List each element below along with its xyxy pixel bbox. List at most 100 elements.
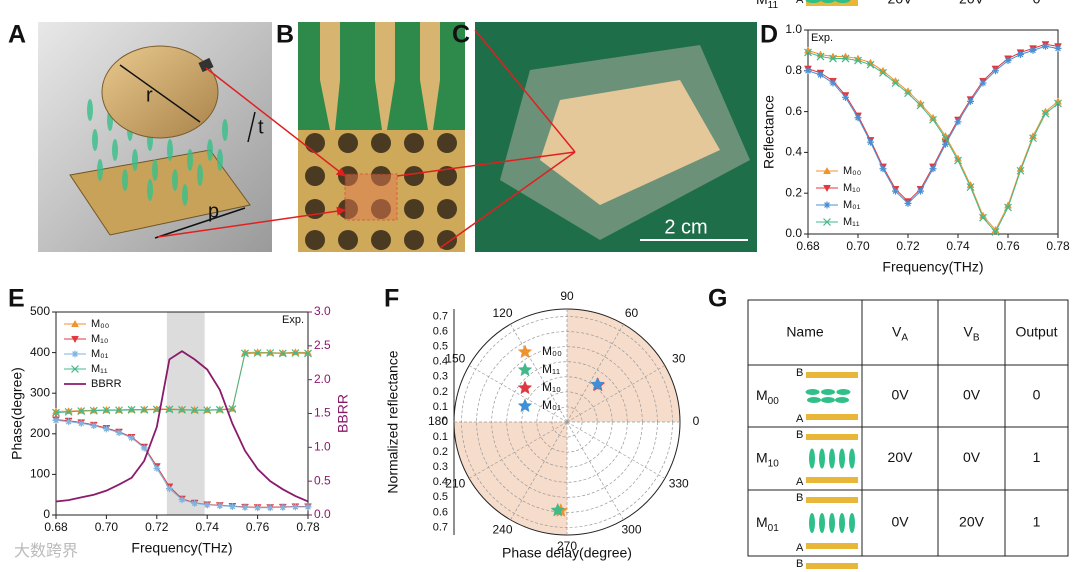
y-tick-label: 300 bbox=[30, 385, 50, 399]
marker bbox=[241, 349, 249, 358]
x-tick-label: 0.78 bbox=[296, 520, 320, 534]
marker bbox=[1004, 203, 1012, 212]
cell-text: 1 bbox=[1033, 514, 1041, 530]
shaded-sector bbox=[567, 309, 680, 422]
marker bbox=[916, 101, 925, 110]
marker bbox=[929, 165, 937, 173]
theta-grid bbox=[510, 323, 568, 423]
series-line bbox=[807, 43, 1059, 203]
cell-text: M11 bbox=[756, 0, 778, 11]
marker bbox=[1029, 134, 1037, 143]
x-tick-label: 0.72 bbox=[145, 520, 169, 534]
photo-label: p bbox=[208, 200, 219, 222]
electrode-label: B bbox=[796, 367, 803, 379]
x-axis-title: Frequency(THz) bbox=[882, 259, 983, 275]
r-axis-title: Normalized reflectance bbox=[385, 350, 401, 493]
marker bbox=[979, 213, 987, 222]
electrode bbox=[806, 543, 858, 549]
marker bbox=[904, 199, 912, 207]
marker bbox=[816, 52, 825, 61]
panel-label: C bbox=[452, 21, 470, 49]
photo-c: 2 cm bbox=[475, 22, 757, 252]
shaded-region bbox=[166, 312, 205, 515]
y-tick-label: 500 bbox=[30, 304, 50, 318]
marker bbox=[278, 349, 287, 358]
lc-molecule bbox=[809, 513, 815, 533]
marker bbox=[1016, 166, 1025, 175]
marker bbox=[203, 406, 212, 415]
marker bbox=[854, 114, 862, 122]
marker bbox=[954, 118, 962, 126]
marker bbox=[191, 499, 199, 507]
cell-text: M10 bbox=[756, 449, 779, 469]
legend-label: M₀₀ bbox=[542, 344, 562, 358]
cell-text: 0V bbox=[963, 387, 981, 403]
electrode bbox=[806, 563, 858, 569]
marker bbox=[1054, 99, 1062, 108]
marker bbox=[228, 502, 236, 510]
watermark: 大数跨界 bbox=[14, 542, 78, 560]
y-tick-label: 400 bbox=[30, 345, 50, 359]
photo-label: t bbox=[258, 116, 264, 138]
legend-marker bbox=[71, 319, 79, 328]
cell-text: 0 bbox=[1033, 0, 1041, 7]
marker bbox=[165, 405, 174, 414]
marker bbox=[854, 56, 862, 65]
y-axis-title: Reflectance bbox=[761, 95, 777, 169]
table-frame bbox=[747, 299, 1069, 557]
marker bbox=[254, 504, 262, 512]
r-tick-label: 0.7 bbox=[433, 521, 448, 533]
arrows bbox=[157, 29, 576, 249]
x-tick-label: 0.68 bbox=[796, 239, 820, 253]
legend-marker bbox=[823, 166, 831, 175]
marker bbox=[829, 54, 837, 63]
x-tick-label: 0.76 bbox=[996, 239, 1020, 253]
lc-molecule bbox=[819, 513, 825, 533]
marker bbox=[253, 349, 262, 357]
y-tick-label: 0.8 bbox=[785, 63, 802, 77]
marker bbox=[77, 419, 85, 427]
cell-text-sub: A bbox=[901, 333, 908, 344]
cell-text-sub: 00 bbox=[768, 396, 780, 407]
marker bbox=[966, 183, 975, 192]
panel-label: E bbox=[8, 285, 25, 313]
marker bbox=[140, 405, 149, 414]
y-axis-title: Phase(degree) bbox=[9, 367, 25, 460]
lc-molecule bbox=[809, 448, 815, 469]
annotation: Exp. bbox=[811, 32, 833, 44]
panel-label: F bbox=[384, 285, 399, 313]
theta-grid bbox=[510, 421, 568, 521]
legend-label: M₀₁ bbox=[91, 348, 109, 360]
legend-marker bbox=[517, 380, 533, 395]
cell-text: M00 bbox=[756, 387, 779, 407]
marker bbox=[892, 187, 899, 195]
y-tick-label: 0.0 bbox=[785, 226, 802, 240]
theta-tick-label: 0 bbox=[693, 414, 700, 428]
electrode-label: B bbox=[796, 429, 803, 441]
r-tick-label: 0.5 bbox=[433, 491, 448, 503]
lc-molecule bbox=[819, 448, 825, 469]
marker bbox=[178, 405, 186, 414]
theta-tick-label: 90 bbox=[560, 289, 574, 303]
marker bbox=[115, 429, 123, 437]
marker bbox=[102, 425, 110, 433]
electrode-label: A bbox=[796, 0, 804, 6]
lc-molecule bbox=[836, 389, 851, 395]
theta-tick-label: 180 bbox=[428, 414, 448, 428]
marker bbox=[89, 406, 98, 415]
marker bbox=[1042, 42, 1049, 50]
cell-text: 0V bbox=[963, 449, 981, 465]
y2-tick-label: 1.0 bbox=[314, 440, 331, 454]
x-tick-label: 0.70 bbox=[95, 520, 119, 534]
cell-text-main: M bbox=[756, 514, 768, 530]
theta-tick-label: 60 bbox=[625, 306, 639, 320]
marker bbox=[153, 464, 161, 472]
theta-grid bbox=[566, 323, 624, 423]
theta-tick-label: 210 bbox=[445, 477, 465, 491]
y2-tick-label: 1.5 bbox=[314, 406, 331, 420]
legend-marker bbox=[823, 218, 831, 226]
theta-tick-label: 30 bbox=[672, 352, 686, 366]
marker bbox=[190, 406, 199, 415]
theta-tick-label: 120 bbox=[492, 306, 512, 320]
